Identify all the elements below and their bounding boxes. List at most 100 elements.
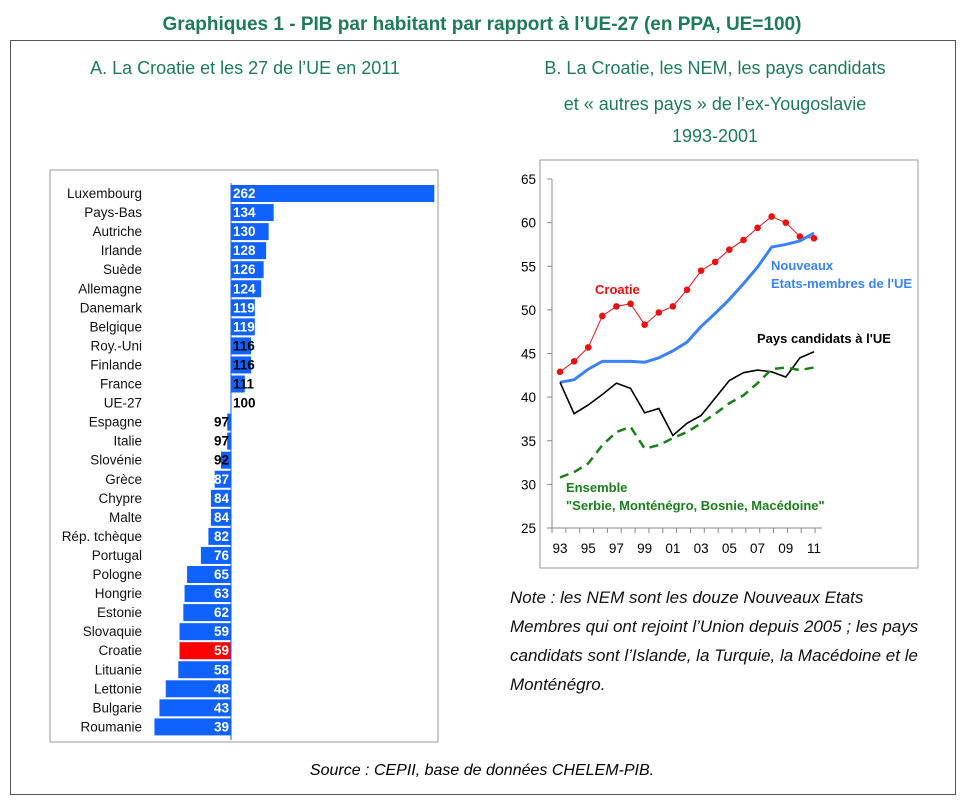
bar — [231, 356, 252, 374]
bar-label: Estonie — [97, 605, 142, 620]
bar-label: Rép. tchèque — [62, 529, 142, 544]
bar — [231, 204, 274, 222]
bar-value: 97 — [214, 415, 229, 430]
croatie-point — [810, 235, 818, 242]
bar-label: Roumanie — [80, 719, 142, 734]
croatie-point — [584, 344, 592, 351]
bar-label: Danemark — [80, 300, 143, 315]
bar — [178, 661, 231, 679]
bar-label: Belgique — [89, 319, 142, 334]
nem-line — [559, 231, 815, 384]
y-tick-label: 50 — [521, 303, 536, 318]
panel-b-title-1: B. La Croatie, les NEM, les pays candida… — [544, 58, 886, 78]
bar-value: 59 — [214, 643, 229, 658]
bar-label: Slovénie — [90, 453, 142, 468]
bar — [231, 375, 245, 393]
bar-label: France — [100, 377, 142, 392]
croatie-point — [768, 213, 775, 220]
bar — [227, 413, 231, 431]
bar — [159, 699, 231, 717]
bar-value: 39 — [214, 719, 229, 734]
croatie-point — [599, 312, 606, 320]
y-tick-label: 45 — [521, 347, 536, 362]
bar-label: Luxembourg — [67, 186, 142, 201]
bar-value: 124 — [233, 281, 256, 296]
bar-value: 76 — [214, 548, 230, 563]
bar — [231, 318, 255, 336]
croatie-point — [683, 286, 691, 294]
bar-value: 82 — [214, 529, 229, 544]
bar — [231, 261, 264, 279]
bar-label: Slovaquie — [83, 624, 142, 639]
bar-label: Lettonie — [94, 681, 142, 696]
croatie-point — [655, 309, 663, 316]
bar-label: Roy.-Uni — [90, 338, 142, 353]
bar-value: 59 — [214, 624, 229, 639]
bar-value: 128 — [233, 243, 256, 258]
bar-value: 65 — [214, 567, 230, 582]
bar — [210, 508, 231, 526]
croatie-point — [669, 303, 677, 310]
bar — [187, 566, 231, 583]
bar-value: 130 — [233, 224, 256, 239]
bar-value: 87 — [214, 472, 229, 487]
note: Note : les NEM sont les douze Nouveaux E… — [510, 588, 919, 694]
bar-value: 43 — [214, 700, 230, 715]
bar-chart-frame — [49, 169, 439, 743]
bar-value: 97 — [214, 434, 229, 449]
croatie-point — [627, 300, 634, 308]
legend-ensemble-2: "Serbie, Monténégro, Bosnie, Macédoine" — [566, 498, 825, 513]
bar-label: Irlande — [101, 243, 142, 258]
bar-value: 63 — [214, 586, 230, 601]
bar-value: 116 — [233, 338, 255, 353]
legend-candidats: Pays candidats à l'UE — [757, 331, 891, 346]
x-tick-label: 03 — [694, 541, 709, 556]
y-tick-label: 30 — [521, 477, 536, 492]
bar-value: 116 — [233, 357, 255, 372]
bar-value: 262 — [233, 186, 256, 201]
bar — [231, 280, 262, 298]
bar — [231, 337, 252, 355]
line-chart-frame — [539, 159, 919, 569]
bar-value: 84 — [214, 491, 230, 506]
bar-label: Hongrie — [95, 586, 142, 601]
figure-frame — [10, 40, 956, 795]
x-tick-label: 07 — [750, 541, 765, 556]
bar-value: 126 — [233, 262, 256, 277]
bar-label: Autriche — [92, 224, 142, 239]
bar — [165, 680, 231, 698]
figure-title: Graphiques 1 - PIB par habitant par rapp… — [162, 14, 802, 35]
bar-value: 62 — [214, 605, 229, 620]
bar-value: 119 — [233, 319, 255, 334]
bar-label: Pays-Bas — [84, 205, 142, 220]
panel-b-title-2: et « autres pays » de l’ex-Yougoslavie — [563, 94, 867, 114]
x-tick-label: 99 — [637, 541, 652, 556]
bar — [214, 470, 231, 488]
y-tick-label: 40 — [521, 390, 536, 405]
bar-label: UE-27 — [104, 396, 142, 411]
croatie-point — [697, 267, 705, 274]
croatie-point — [556, 368, 564, 376]
bar — [179, 623, 231, 641]
bar-label: Pologne — [92, 567, 142, 582]
bar-value: 111 — [233, 377, 255, 392]
bar-label: Croatie — [98, 643, 142, 658]
bar-label: Espagne — [89, 415, 142, 430]
bar-label: Finlande — [90, 357, 142, 372]
x-tick-label: 11 — [807, 541, 821, 556]
bar — [220, 451, 231, 469]
legend-nem-2: Etats-membres de l'UE — [771, 276, 912, 291]
bar-value: 134 — [233, 205, 256, 220]
bar-label: Italie — [113, 434, 142, 449]
x-tick-label: 97 — [609, 541, 624, 556]
bar-label: Chypre — [98, 491, 142, 506]
croatie-point — [570, 358, 578, 365]
panel-a-title: A. La Croatie et les 27 de l’UE en 2011 — [90, 58, 400, 78]
croatie-point — [641, 321, 648, 329]
x-tick-label: 05 — [722, 541, 737, 556]
legend-nem-1: Nouveaux — [771, 258, 834, 273]
bar-value: 58 — [214, 662, 230, 677]
bar-value: 92 — [214, 453, 229, 468]
